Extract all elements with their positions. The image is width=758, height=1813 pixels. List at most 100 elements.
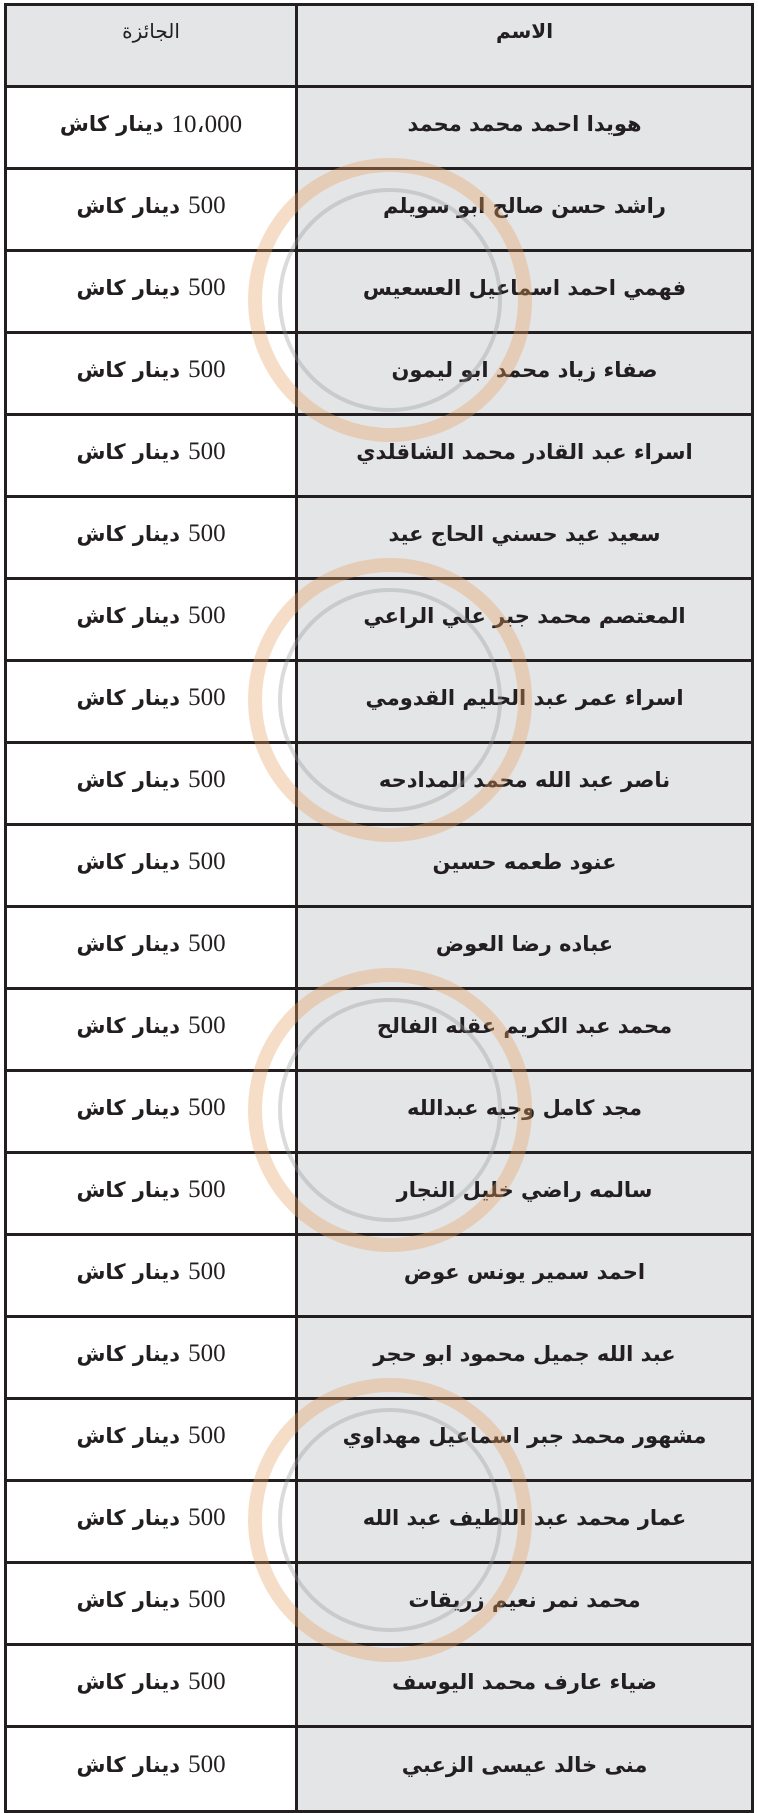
winner-prize: 500 دينار كاش — [7, 662, 295, 741]
prize-unit: دينار كاش — [76, 1013, 181, 1038]
prize-amount: 500 — [188, 1339, 226, 1367]
winner-name: ضياء عارف محمد اليوسف — [295, 1646, 751, 1725]
winner-prize: 500 دينار كاش — [7, 498, 295, 577]
winner-name: سعيد عيد حسني الحاج عيد — [295, 498, 751, 577]
header-name: الاسم — [295, 6, 751, 85]
prize-unit: دينار كاش — [76, 275, 181, 300]
table-row: فهمي احمد اسماعيل العسعيس 500 دينار كاش — [7, 252, 751, 334]
prize-amount: 500 — [188, 191, 226, 219]
table-row: مشهور محمد جبر اسماعيل مهداوي 500 دينار كا… — [7, 1400, 751, 1482]
winner-name: محمد عبد الكريم عقله الفالح — [295, 990, 751, 1069]
winner-name: محمد نمر نعيم زريقات — [295, 1564, 751, 1643]
prize-unit: دينار كاش — [76, 1587, 181, 1612]
winner-prize: 500 دينار كاش — [7, 990, 295, 1069]
winner-name: هويدا احمد محمد محمد — [295, 88, 751, 167]
winner-name: عمار محمد عبد اللطيف عبد الله — [295, 1482, 751, 1561]
winner-name: فهمي احمد اسماعيل العسعيس — [295, 252, 751, 331]
table-row: راشد حسن صالح ابو سويلم 500 دينار كاش — [7, 170, 751, 252]
table-row: محمد نمر نعيم زريقات 500 دينار كاش — [7, 1564, 751, 1646]
winner-name: ناصر عبد الله محمد المدادحه — [295, 744, 751, 823]
prize-amount: 500 — [188, 1257, 226, 1285]
winner-name: سالمه راضي خليل النجار — [295, 1154, 751, 1233]
winner-prize: 500 دينار كاش — [7, 252, 295, 331]
winner-prize: 500 دينار كاش — [7, 1400, 295, 1479]
prize-unit: دينار كاش — [76, 357, 181, 382]
prize-winners-table: الاسم الجائزة هويدا احمد محمد محمد 10،000… — [4, 3, 754, 1813]
prize-amount: 500 — [188, 1503, 226, 1531]
prize-amount: 10،000 — [171, 110, 243, 138]
winner-name: منى خالد عيسى الزعبي — [295, 1728, 751, 1810]
prize-amount: 500 — [188, 929, 226, 957]
winner-prize: 500 دينار كاش — [7, 580, 295, 659]
winner-name: المعتصم محمد جبر علي الراعي — [295, 580, 751, 659]
prize-unit: دينار كاش — [76, 193, 181, 218]
winner-name: عباده رضا العوض — [295, 908, 751, 987]
winner-prize: 500 دينار كاش — [7, 334, 295, 413]
prize-unit: دينار كاش — [76, 1177, 181, 1202]
prize-amount: 500 — [188, 683, 226, 711]
table-row: عمار محمد عبد اللطيف عبد الله 500 دينار كا… — [7, 1482, 751, 1564]
winner-prize: 500 دينار كاش — [7, 1072, 295, 1151]
table-row: سعيد عيد حسني الحاج عيد 500 دينار كاش — [7, 498, 751, 580]
table-row: احمد سمير يونس عوض 500 دينار كاش — [7, 1236, 751, 1318]
table-row: مجد كامل وجيه عبدالله 500 دينار كاش — [7, 1072, 751, 1154]
winner-prize: 500 دينار كاش — [7, 908, 295, 987]
prize-amount: 500 — [188, 1093, 226, 1121]
prize-amount: 500 — [188, 1751, 226, 1778]
prize-unit: دينار كاش — [76, 603, 181, 628]
table-row: عباده رضا العوض 500 دينار كاش — [7, 908, 751, 990]
table-row: محمد عبد الكريم عقله الفالح 500 دينار كاش — [7, 990, 751, 1072]
winner-prize: 10،000 دينار كاش — [7, 88, 295, 167]
prize-amount: 500 — [188, 1011, 226, 1039]
prize-unit: دينار كاش — [76, 1341, 181, 1366]
table-row: اسراء عبد القادر محمد الشاقلدي 500 دينار ك… — [7, 416, 751, 498]
winner-prize: 500 دينار كاش — [7, 1646, 295, 1725]
prize-unit: دينار كاش — [76, 931, 181, 956]
prize-unit: دينار كاش — [76, 849, 181, 874]
winner-name: مشهور محمد جبر اسماعيل مهداوي — [295, 1400, 751, 1479]
prize-unit: دينار كاش — [76, 1095, 181, 1120]
prize-amount: 500 — [188, 1175, 226, 1203]
prize-unit: دينار كاش — [76, 439, 181, 464]
prize-unit: دينار كاش — [59, 111, 164, 136]
winner-prize: 500 دينار كاش — [7, 1482, 295, 1561]
table-row: ضياء عارف محمد اليوسف 500 دينار كاش — [7, 1646, 751, 1728]
winner-name: راشد حسن صالح ابو سويلم — [295, 170, 751, 249]
prize-amount: 500 — [188, 847, 226, 875]
table-row: المعتصم محمد جبر علي الراعي 500 دينار كاش — [7, 580, 751, 662]
winner-name: احمد سمير يونس عوض — [295, 1236, 751, 1315]
header-prize: الجائزة — [7, 6, 295, 85]
prize-amount: 500 — [188, 437, 226, 465]
table-row: صفاء زياد محمد ابو ليمون 500 دينار كاش — [7, 334, 751, 416]
table-row: اسراء عمر عبد الحليم القدومي 500 دينار كاش — [7, 662, 751, 744]
winner-prize: 500 دينار كاش — [7, 170, 295, 249]
prize-amount: 500 — [188, 1667, 226, 1695]
prize-amount: 500 — [188, 355, 226, 383]
prize-unit: دينار كاش — [76, 521, 181, 546]
table-row: ناصر عبد الله محمد المدادحه 500 دينار كاش — [7, 744, 751, 826]
winner-prize: 500 دينار كاش — [7, 1154, 295, 1233]
winner-name: صفاء زياد محمد ابو ليمون — [295, 334, 751, 413]
table-header: الاسم الجائزة — [7, 6, 751, 88]
winner-name: اسراء عمر عبد الحليم القدومي — [295, 662, 751, 741]
table-body: هويدا احمد محمد محمد 10،000 دينار كاش راشد … — [7, 88, 751, 1810]
winner-name: عنود طعمه حسين — [295, 826, 751, 905]
winner-prize: 500 دينار كاش — [7, 1236, 295, 1315]
prize-amount: 500 — [188, 765, 226, 793]
prize-amount: 500 — [188, 519, 226, 547]
prize-unit: دينار كاش — [76, 1505, 181, 1530]
winner-name: مجد كامل وجيه عبدالله — [295, 1072, 751, 1151]
prize-unit: دينار كاش — [76, 767, 181, 792]
prize-unit: دينار كاش — [76, 1669, 181, 1694]
prize-unit: دينار كاش — [76, 1423, 181, 1448]
table-row: منى خالد عيسى الزعبي 500 دينار كاش — [7, 1728, 751, 1810]
winner-prize: 500 دينار كاش — [7, 416, 295, 495]
winner-name: اسراء عبد القادر محمد الشاقلدي — [295, 416, 751, 495]
winner-name: عبد الله جميل محمود ابو حجر — [295, 1318, 751, 1397]
prize-amount: 500 — [188, 1585, 226, 1613]
prize-unit: دينار كاش — [76, 685, 181, 710]
winner-prize: 500 دينار كاش — [7, 1564, 295, 1643]
winner-prize: 500 دينار كاش — [7, 1318, 295, 1397]
prize-amount: 500 — [188, 273, 226, 301]
prize-amount: 500 — [188, 601, 226, 629]
